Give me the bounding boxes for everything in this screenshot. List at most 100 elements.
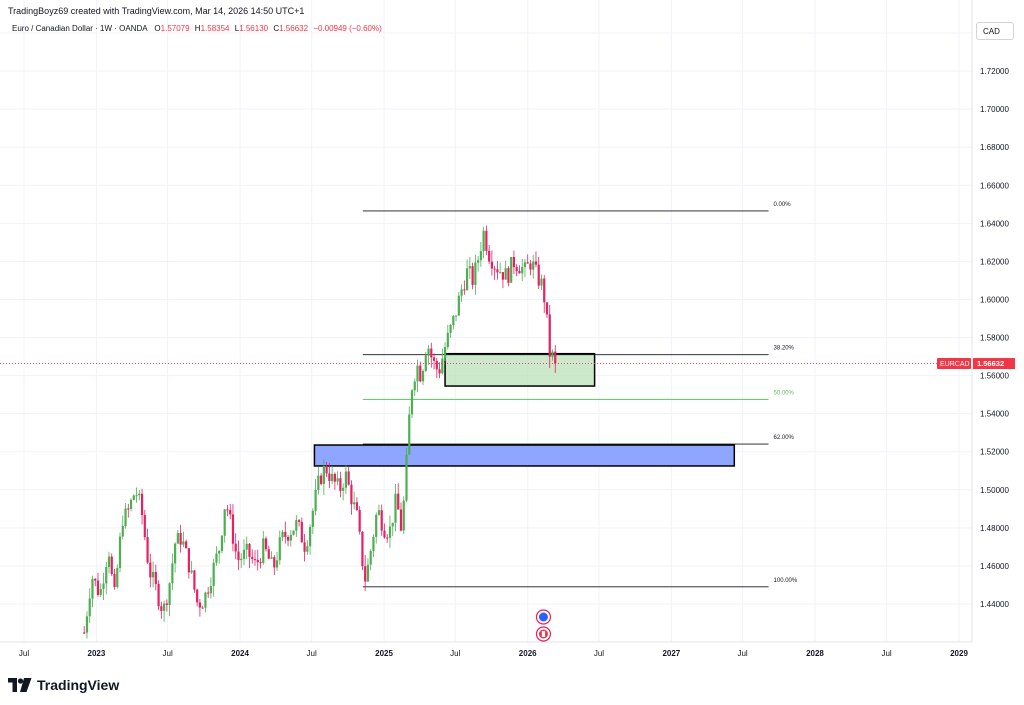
candle-body [187, 548, 190, 573]
candle-body [220, 535, 224, 551]
candle-body [446, 332, 449, 348]
brand-name: TradingView [37, 677, 120, 693]
event-markers[interactable] [535, 609, 552, 642]
candle-body [394, 493, 397, 523]
candle-body [88, 598, 91, 617]
candle-body [284, 531, 287, 538]
candle-body [311, 510, 314, 527]
candle-body [320, 475, 323, 484]
candle-body [331, 473, 334, 482]
candle-body [212, 562, 215, 587]
current-price-tag: EURCAD 1.56632 [937, 358, 1015, 370]
candle-body [196, 589, 199, 603]
candle-body [223, 509, 226, 536]
candle-body [488, 250, 491, 262]
candle-body [193, 570, 196, 590]
candle-body [408, 414, 411, 455]
x-tick-label: Jul [19, 649, 29, 658]
candle-body [366, 564, 370, 582]
candle-body [342, 487, 345, 491]
candle-body [413, 381, 416, 391]
candle-body [545, 302, 549, 315]
candlesticks [83, 225, 557, 639]
candle-body [176, 533, 179, 544]
fib-level-label: 0.00% [774, 202, 792, 208]
candle-body [391, 522, 394, 527]
candle-body [275, 560, 279, 568]
candle-body [521, 267, 524, 274]
candle-body [507, 268, 510, 283]
symbol-legend[interactable]: Euro / Canadian Dollar · 1W · OANDA O1.5… [12, 24, 382, 33]
candle-body [463, 289, 466, 291]
tradingview-logo-icon [8, 678, 32, 692]
candle-body [253, 559, 257, 561]
candle-body [267, 549, 270, 559]
low-label: L [234, 24, 240, 33]
candle-body [322, 465, 325, 484]
y-tick-label: 1.58000 [980, 334, 1009, 343]
fib-retracement[interactable]: 0.00% 38.20% 50.00% 62.00% 100.00% [362, 202, 798, 588]
candle-body [350, 484, 353, 505]
candle-body [477, 260, 480, 263]
tradingview-brand[interactable]: TradingView [8, 675, 119, 695]
candle-body [540, 278, 543, 286]
ca-flag-center [541, 631, 546, 637]
symbol-tag: EURCAD [940, 361, 970, 368]
close-label: C [273, 24, 280, 33]
y-tick-label: 1.68000 [980, 143, 1009, 152]
candle-body [543, 278, 546, 303]
candle-body [297, 520, 301, 522]
candle-body [154, 571, 157, 585]
y-tick-label: 1.70000 [980, 105, 1009, 114]
candle-body [198, 602, 202, 608]
candle-body [377, 510, 381, 515]
candle-body [182, 541, 185, 545]
candle-body [218, 550, 221, 554]
candle-body [234, 543, 237, 552]
candle-body [308, 526, 312, 547]
change-value: −0.00949 (−0.60%) [313, 24, 382, 33]
zones-layer [313, 352, 736, 467]
candle-body [83, 632, 86, 634]
candle-body [347, 471, 350, 485]
candle-body [231, 514, 235, 544]
x-tick-label: 2025 [375, 649, 393, 658]
candle-body [452, 315, 455, 325]
candle-body [295, 520, 298, 531]
high-value: 1.58354 [200, 24, 230, 33]
candle-body [110, 556, 113, 575]
symbol-name[interactable]: Euro / Canadian Dollar · 1W · OANDA [12, 24, 148, 33]
price-axis[interactable]: 1.740001.720001.700001.680001.660001.640… [980, 29, 1009, 609]
candle-body [121, 525, 124, 537]
candle-body [468, 266, 471, 269]
candle-body [135, 495, 138, 497]
candle-body [512, 256, 516, 268]
chart-grid [0, 0, 972, 642]
candle-body [534, 261, 538, 265]
candle-body [460, 289, 463, 296]
candle-body [515, 267, 518, 271]
green-zone[interactable] [444, 352, 596, 387]
blue-zone[interactable] [313, 444, 736, 467]
y-tick-label: 1.56000 [980, 372, 1009, 381]
time-axis[interactable]: Jul 2023 Jul 2024 Jul 2025 Jul 2026 Jul 2027 Jul 20… [19, 649, 969, 658]
y-tick-label: 1.62000 [980, 257, 1009, 266]
currency-button[interactable]: CAD [976, 22, 1014, 40]
candle-body [149, 562, 152, 578]
eu-event-dot [538, 612, 548, 622]
candle-body [201, 607, 204, 609]
candle-body [151, 571, 155, 578]
candle-body [99, 588, 102, 595]
candle-body [245, 543, 248, 550]
candle-body [479, 251, 482, 261]
candle-body [91, 578, 94, 599]
x-tick-label: 2024 [231, 649, 249, 658]
y-tick-label: 1.50000 [980, 486, 1009, 495]
open-value: 1.57079 [160, 24, 190, 33]
symbol-tag-bg [937, 358, 971, 370]
candle-body [375, 514, 378, 537]
candle-body [328, 473, 331, 482]
candle-body [185, 541, 188, 549]
fib-level-label: 50.00% [774, 390, 795, 396]
